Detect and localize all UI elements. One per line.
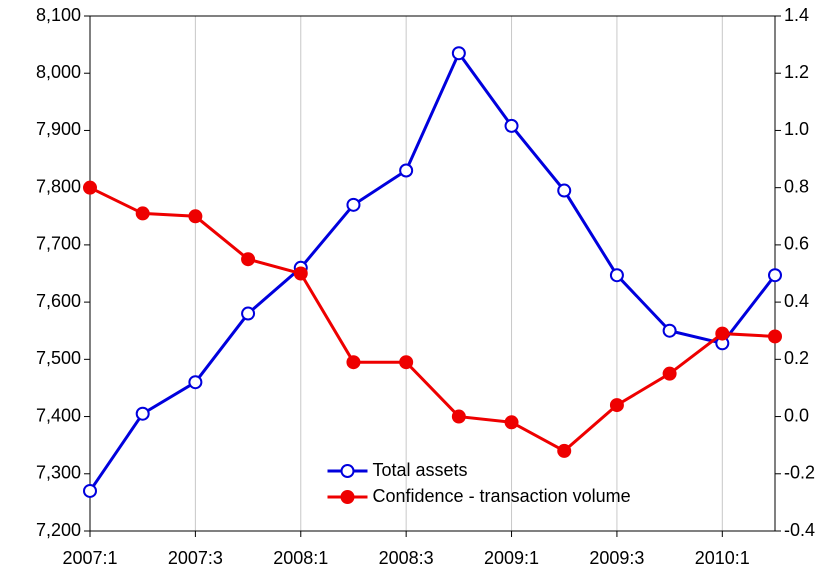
data-point [504,415,519,430]
data-point [557,443,572,458]
x-tick-label: 2007:1 [62,548,117,568]
y-tick-label: 8,000 [36,62,81,82]
data-point [188,375,203,390]
data-point [715,326,730,341]
legend-marker [340,490,355,504]
y2-tick-label: 0.4 [784,291,809,311]
data-point [399,355,414,370]
data-point [293,266,308,281]
legend-label: Confidence - transaction volume [373,486,631,506]
y2-tick-label: -0.2 [784,463,815,483]
x-tick-label: 2009:1 [484,548,539,568]
data-point [135,406,150,421]
data-point [557,183,572,198]
y-tick-label: 7,200 [36,520,81,540]
y-tick-label: 7,500 [36,348,81,368]
legend-label: Total assets [373,460,468,480]
y-tick-label: 7,800 [36,176,81,196]
data-point [135,206,150,221]
data-point [188,209,203,224]
y2-tick-label: 1.0 [784,119,809,139]
data-point [609,398,624,413]
data-point [451,46,466,61]
data-point [241,252,256,267]
plot-frame [89,15,776,532]
y2-tick-label: 0.2 [784,348,809,368]
y-tick-label: 7,700 [36,234,81,254]
data-point [662,366,677,381]
data-point [768,268,782,283]
y-tick-label: 7,400 [36,405,81,425]
data-point [399,163,414,178]
y-tick-label: 8,100 [36,5,81,25]
data-point [662,323,677,338]
data-point [83,483,97,498]
y-tick-label: 7,600 [36,291,81,311]
y-tick-label: 7,900 [36,119,81,139]
data-point [83,180,97,195]
x-tick-label: 2008:1 [273,548,328,568]
x-tick-label: 2008:3 [379,548,434,568]
y2-tick-label: 1.2 [784,62,809,82]
x-tick-label: 2007:3 [168,548,223,568]
data-point [346,355,361,370]
data-point [768,329,782,344]
data-point [241,306,256,321]
series-line [88,50,777,492]
series-line [89,186,776,453]
y2-tick-label: -0.4 [784,520,815,540]
y-tick-label: 7,300 [36,463,81,483]
y2-tick-label: 1.4 [784,5,809,25]
legend-marker [340,464,355,478]
y2-tick-label: 0.0 [784,405,809,425]
y2-tick-label: 0.6 [784,234,809,254]
data-point [504,118,519,133]
data-point [609,268,624,283]
x-tick-label: 2010:1 [695,548,750,568]
data-point [451,409,466,424]
y2-tick-label: 0.8 [784,176,809,196]
x-tick-label: 2009:3 [589,548,644,568]
data-point [346,197,361,212]
